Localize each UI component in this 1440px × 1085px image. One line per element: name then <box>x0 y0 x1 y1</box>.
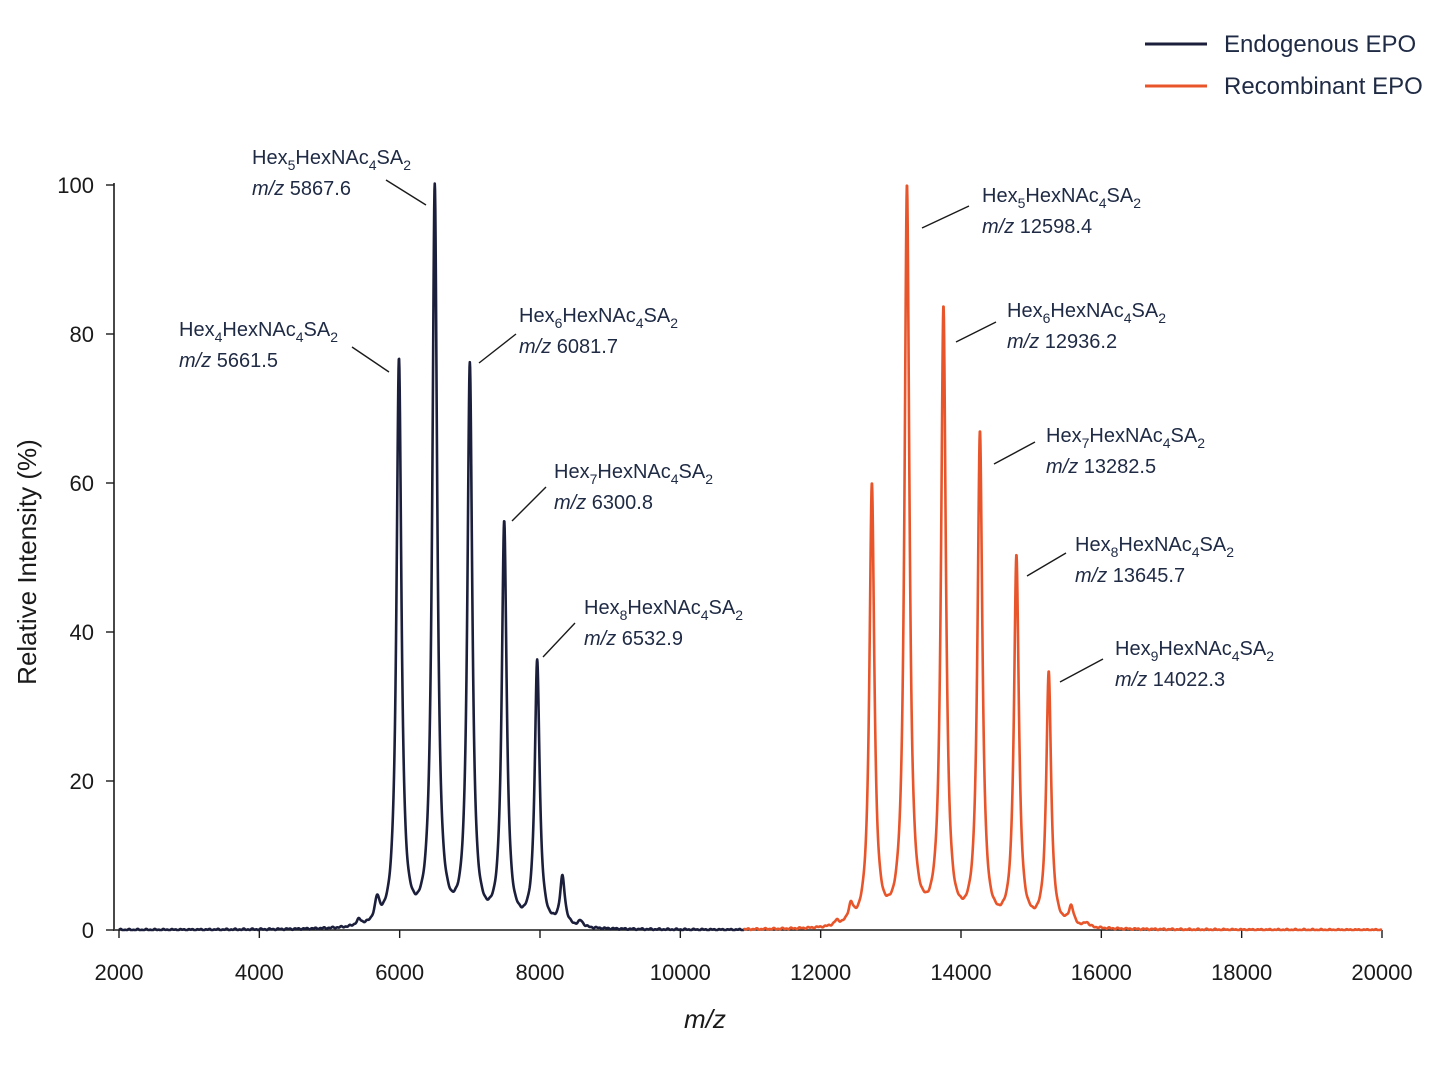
annotation-leader-line <box>542 622 576 658</box>
x-axis-title: m/z <box>684 1004 726 1034</box>
peak-annotation: Hex7HexNAc4SA2 m/z 13282.5 <box>993 425 1205 478</box>
y-tick-label: 60 <box>70 471 94 496</box>
x-tick-label: 20000 <box>1351 960 1412 985</box>
x-tick-label: 6000 <box>375 960 424 985</box>
annotation-leader-line <box>955 321 997 343</box>
annotation-leader-line <box>921 205 970 229</box>
peak-annotation: Hex8HexNAc4SA2 m/z 13645.7 <box>1026 534 1234 587</box>
legend-entry: Endogenous EPO <box>1145 31 1416 58</box>
annotation-mz: m/z 14022.3 <box>1115 669 1225 691</box>
annotation-mz: m/z 6081.7 <box>519 336 618 358</box>
annotation-composition: Hex5HexNAc4SA2 <box>252 147 411 173</box>
x-tick-label: 4000 <box>235 960 284 985</box>
y-axis-title: Relative Intensity (%) <box>12 439 42 685</box>
peak-annotation: Hex5HexNAc4SA2 m/z 5867.6 <box>252 147 427 206</box>
x-tick-label: 12000 <box>790 960 851 985</box>
peak-annotation: Hex7HexNAc4SA2 m/z 6300.8 <box>511 461 713 522</box>
series-line-endogenous <box>117 182 745 932</box>
annotation-mz: m/z 6532.9 <box>584 628 683 650</box>
annotation-mz: m/z 5661.5 <box>179 350 278 372</box>
peak-annotation: Hex9HexNAc4SA2 m/z 14022.3 <box>1059 638 1274 691</box>
peak-annotations: Hex4HexNAc4SA2 m/z 5661.5 Hex5HexNAc4SA2 m/… <box>179 147 1274 691</box>
annotation-leader-line <box>511 486 547 522</box>
annotation-mz: m/z 12936.2 <box>1007 331 1117 353</box>
annotation-leader-line <box>351 346 390 373</box>
annotation-leader-line <box>385 179 427 206</box>
legend-label: Recombinant EPO <box>1224 73 1423 100</box>
y-tick-label: 100 <box>57 173 94 198</box>
annotation-mz: m/z 6300.8 <box>554 492 653 514</box>
legend-entry: Recombinant EPO <box>1145 73 1423 100</box>
annotation-composition: Hex5HexNAc4SA2 <box>982 185 1141 211</box>
annotation-composition: Hex6HexNAc4SA2 <box>519 305 678 331</box>
annotation-leader-line <box>1059 658 1104 683</box>
annotation-mz: m/z 12598.4 <box>982 216 1092 238</box>
x-tick-label: 14000 <box>930 960 991 985</box>
peak-annotation: Hex6HexNAc4SA2 m/z 6081.7 <box>478 305 678 364</box>
peak-annotation: Hex5HexNAc4SA2 m/z 12598.4 <box>921 185 1141 238</box>
annotation-composition: Hex4HexNAc4SA2 <box>179 319 338 345</box>
annotation-leader-line <box>1026 552 1067 577</box>
peak-annotation: Hex4HexNAc4SA2 m/z 5661.5 <box>179 319 390 373</box>
series-lines <box>117 182 1384 932</box>
annotation-mz: m/z 13282.5 <box>1046 456 1156 478</box>
x-tick-label: 18000 <box>1211 960 1272 985</box>
axes: 2000 4000 6000 8000 10000 12000 14000 16000 1800… <box>57 173 1412 985</box>
x-tick-label: 10000 <box>650 960 711 985</box>
annotation-leader-line <box>478 333 517 364</box>
annotation-mz: m/z 5867.6 <box>252 178 351 200</box>
annotation-composition: Hex6HexNAc4SA2 <box>1007 300 1166 326</box>
x-tick-label: 16000 <box>1071 960 1132 985</box>
y-tick-label: 40 <box>70 620 94 645</box>
y-tick-label: 80 <box>70 322 94 347</box>
annotation-leader-line <box>993 441 1036 465</box>
x-tick-label: 8000 <box>516 960 565 985</box>
series-line-recombinant <box>742 184 1384 932</box>
annotation-composition: Hex8HexNAc4SA2 <box>1075 534 1234 560</box>
y-tick-label: 0 <box>82 918 94 943</box>
annotation-composition: Hex7HexNAc4SA2 <box>1046 425 1205 451</box>
legend: Endogenous EPO Recombinant EPO <box>1145 31 1423 100</box>
annotation-mz: m/z 13645.7 <box>1075 565 1185 587</box>
peak-annotation: Hex6HexNAc4SA2 m/z 12936.2 <box>955 300 1166 353</box>
x-tick-label: 2000 <box>95 960 144 985</box>
legend-label: Endogenous EPO <box>1224 31 1416 58</box>
annotation-composition: Hex8HexNAc4SA2 <box>584 597 743 623</box>
annotation-composition: Hex7HexNAc4SA2 <box>554 461 713 487</box>
peak-annotation: Hex8HexNAc4SA2 m/z 6532.9 <box>542 597 743 658</box>
y-tick-label: 20 <box>70 769 94 794</box>
annotation-composition: Hex9HexNAc4SA2 <box>1115 638 1274 664</box>
